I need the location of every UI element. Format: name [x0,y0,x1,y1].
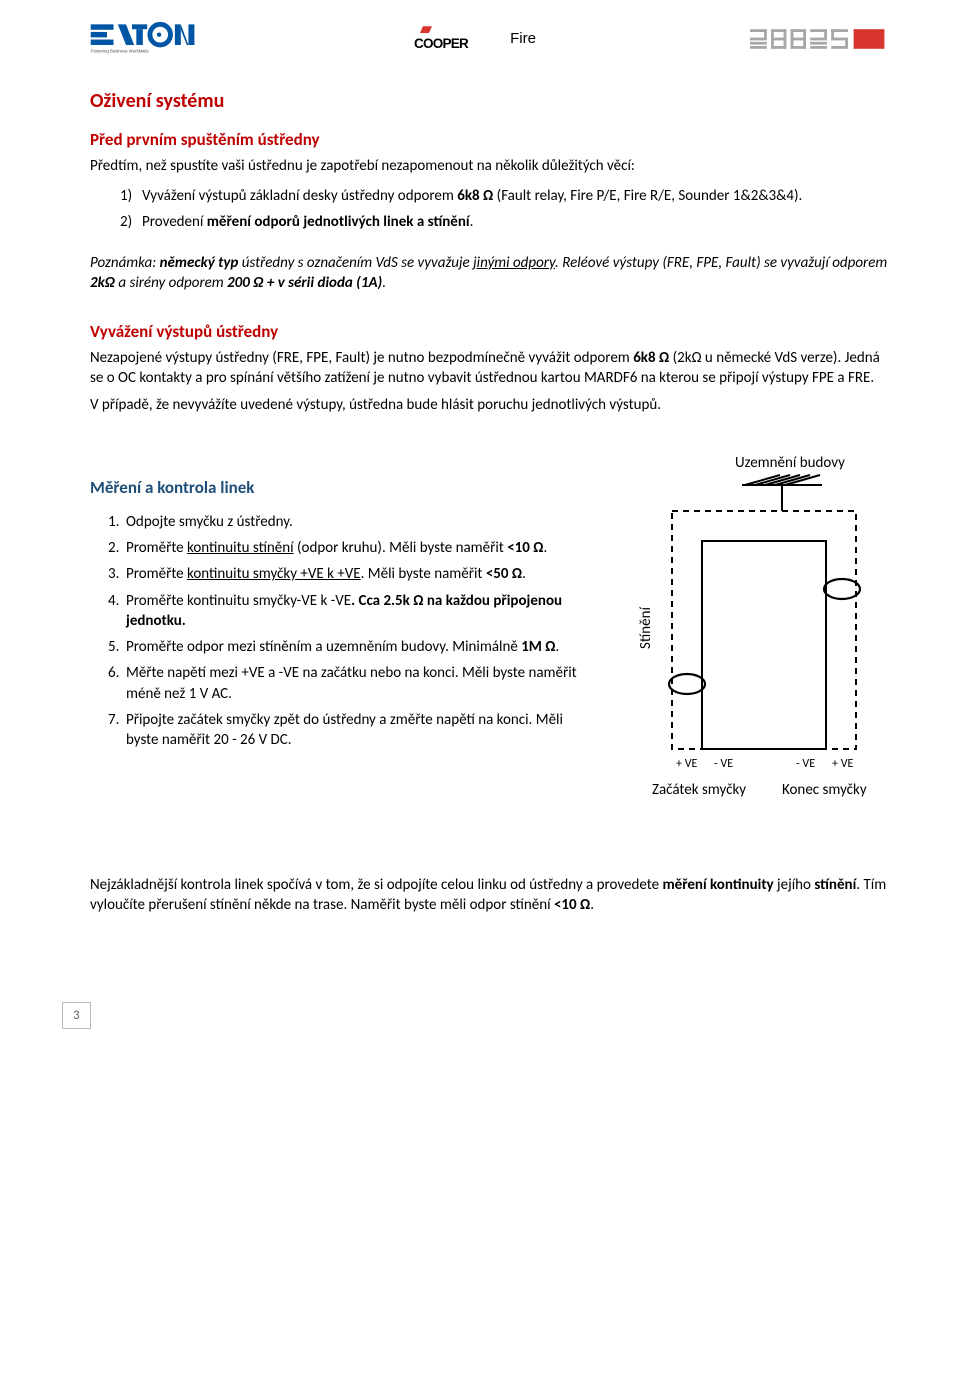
cooper-logo: COOPER Fire [414,24,536,54]
svg-text:Konec smyčky: Konec smyčky [782,781,867,799]
eaton-logo: Powering Business Worldwide [90,20,200,58]
eaton-tagline: Powering Business Worldwide [91,49,150,54]
page-header: Powering Business Worldwide COOPER Fire [90,20,890,58]
svg-text:COOPER: COOPER [414,36,469,51]
step-item: 2. Proměřte kontinuitu stínění (odpor kr… [108,538,590,558]
svg-text:Stínění: Stínění [637,606,655,648]
page-number: 3 [62,1002,91,1030]
svg-text:- VE: - VE [714,757,733,771]
step-item: 7. Připojte začátek smyčky zpět do ústře… [108,710,590,751]
section1-title: Před prvním spuštěním ústředny [90,129,890,152]
step-item: 3. Proměřte kontinuitu smyčky +VE k +VE.… [108,564,590,584]
step-item: 4. Proměřte kontinuitu smyčky-VE k -VE. … [108,591,590,632]
section2-p2: V případě, že nevyvážíte uvedené výstupy… [90,395,890,415]
section2-title: Vyvážení výstupů ústředny [90,321,890,344]
step-item: 6. Měřte napětí mezi +VE a -VE na začátk… [108,663,590,704]
svg-text:- VE: - VE [796,757,815,771]
section3-title: Měření a kontrola linek [90,477,590,500]
page-title: Oživení systému [90,88,890,115]
wiring-diagram: Uzemnění budovy Stínění + VE - VE [620,449,890,819]
section1-intro: Předtím, než spustíte vaši ústřednu je z… [90,156,890,176]
section3-steps: 1. Odpojte smyčku z ústředny. 2. Proměřte… [90,512,590,751]
step-item: 5. Proměřte odpor mezi stíněním a uzemně… [108,637,590,657]
step-item: 1. Odpojte smyčku z ústředny. [108,512,590,532]
section2-p1: Nezapojené výstupy ústředny (FRE, FPE, F… [90,348,890,389]
svg-text:Začátek smyčky: Začátek smyčky [652,781,746,799]
abbas-logo [750,23,890,55]
bottom-paragraph: Nejzákladnější kontrola linek spočívá v … [90,875,890,916]
section1-item-2: 2)Provedení měření odporů jednotlivých l… [120,212,890,232]
note-paragraph: Poznámka: německý typ ústředny s označen… [90,253,890,294]
cooper-fire-text: Fire [510,29,536,49]
svg-text:+ VE: + VE [832,757,853,771]
diagram-ground-label: Uzemnění budovy [735,454,845,472]
svg-text:+ VE: + VE [676,757,697,771]
section1-list: 1)Vyvážení výstupů základní desky ústřed… [90,186,890,233]
section1-item-1: 1)Vyvážení výstupů základní desky ústřed… [120,186,890,206]
